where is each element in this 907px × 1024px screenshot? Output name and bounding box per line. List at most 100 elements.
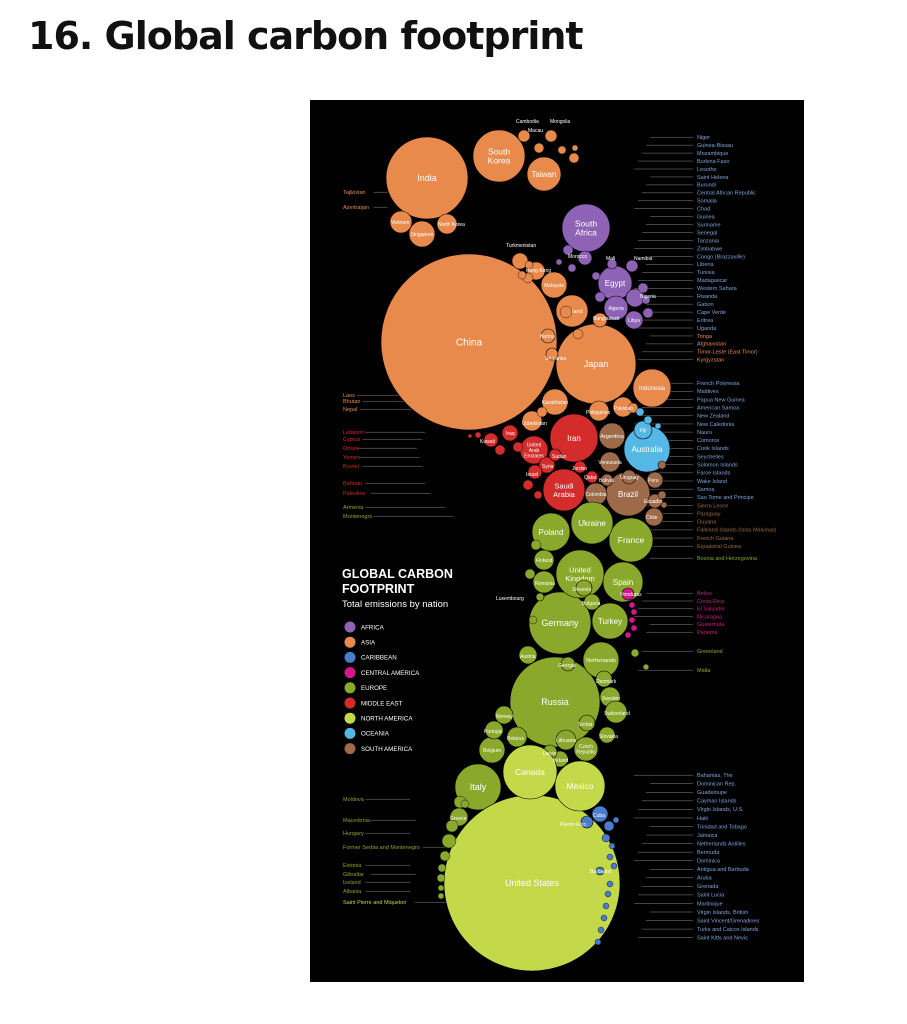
right-label-liberia: Liberia: [697, 262, 714, 268]
bubble-minor: [441, 833, 457, 849]
bubble-minor: [436, 873, 446, 883]
left-label-cyprus: Cyprus: [343, 437, 361, 443]
country-label-turkmenistan: Turkmenistan: [506, 243, 536, 249]
country-label-norway: Norway: [496, 714, 513, 720]
left-label-nepal: Nepal: [343, 407, 357, 413]
bubble-minor: [643, 415, 653, 425]
bubble-label-belgium: Belgium: [483, 748, 501, 754]
right-label-wake-island: Wake Island: [697, 479, 727, 485]
bubble-serbia: [578, 714, 596, 732]
bubble-argentina: [598, 422, 626, 450]
bubble-ecuador: [647, 493, 663, 509]
right-label-central-african-republic: Central African Republic: [697, 191, 756, 197]
right-label-bosnia-and-herzegovina: Bosnia and Herzegovina: [697, 556, 758, 562]
legend-label-caribbean: CARIBBEAN: [361, 655, 397, 662]
left-label-yemen: Yemen: [343, 455, 360, 461]
country-label-belarus: Belarus: [507, 736, 524, 742]
bubble-minor: [606, 880, 614, 888]
bubble-slovakia: [598, 726, 616, 744]
bubble-algeria: [603, 295, 629, 321]
country-label-nigeria: Nigeria: [640, 294, 656, 300]
page-title: 16. Global carbon footprint: [28, 14, 584, 58]
bubble-minor: [597, 926, 605, 934]
bubble-minor: [628, 616, 636, 624]
country-label-bangladesh: Bangladesh: [593, 316, 620, 322]
right-label-samoa: Samoa: [697, 487, 715, 493]
legend-swatch-europe: [344, 682, 356, 694]
bubble-minor: [524, 260, 534, 270]
bubble-label-south-korea: Korea: [488, 156, 511, 166]
country-label-switzerland: Switzerland: [604, 711, 630, 717]
country-label-bolivia: Bolivia: [599, 478, 614, 484]
right-label-western-sahara: Western Sahara: [697, 286, 738, 292]
infographic-title-line1: GLOBAL CARBON: [342, 567, 453, 581]
country-label-qatar: Qatar: [584, 475, 597, 481]
right-label-tunisia: Tunisia: [697, 270, 715, 276]
bubble-uzbekistan: [521, 410, 543, 432]
right-label-dominican-rep: Dominican Rep.: [697, 782, 737, 788]
bubble-label-indonesia: Indonesia: [639, 386, 666, 392]
bubble-minor: [624, 631, 632, 639]
bubble-minor: [528, 615, 538, 625]
bubble-label-egypt: Egypt: [605, 279, 626, 288]
right-label-haiti: Haiti: [697, 816, 708, 822]
bubble-north-korea: [436, 213, 458, 235]
country-label-ecuador: Ecuador: [644, 499, 663, 505]
country-label-barbados: Barbados: [590, 869, 612, 875]
bubble-poland: [531, 512, 571, 552]
right-label-turks-and-caicos-islands: Turks and Caicos Islands: [697, 927, 759, 933]
right-label-maldives: Maldives: [697, 389, 719, 395]
bubble-label-malaysia: Malaysia: [544, 283, 564, 289]
bubble-india: [385, 136, 469, 220]
infographic-panel: China India South Korea Taiwan Japan Indonesia…: [310, 100, 804, 982]
right-label-timor-leste-east-timor: Timor-Leste (East Timor): [697, 350, 758, 356]
bubble-minor: [608, 842, 616, 850]
bubble-minor: [567, 263, 577, 273]
bubble-minor: [517, 270, 527, 280]
bubble-slovenia: [575, 579, 593, 597]
right-label-martinique: Martinique: [697, 901, 723, 907]
bubble-burma: [540, 328, 556, 344]
right-label-paraguay: Paraguay: [697, 511, 721, 517]
left-label-azerbaijan: Azerbaijan: [343, 205, 369, 211]
country-label-chile: Chile: [646, 515, 658, 521]
bubble-minor: [601, 833, 611, 843]
bubble-singapore: [408, 220, 436, 248]
right-label-guinea-bissau: Guinea-Bissau: [697, 143, 733, 149]
bubble-switzerland: [604, 700, 628, 724]
right-label-grenada: Grenada: [697, 884, 719, 890]
legend-label-south-america: SOUTH AMERICA: [361, 746, 413, 753]
bubble-luxembourg: [535, 592, 545, 602]
bubble-indonesia: [632, 368, 672, 408]
bubble-sudan: [548, 448, 562, 462]
country-label-georgia: Georgia: [558, 663, 576, 669]
country-label-sri-lanka: Sri Lanka: [545, 356, 566, 362]
bubble-label-united-kingdom: Kingdom: [565, 574, 595, 583]
bubble-minor: [559, 305, 573, 319]
bubble-iran: [549, 413, 599, 463]
country-label-iraq: Iraq: [506, 431, 515, 437]
legend-swatch-oceania: [344, 727, 356, 739]
bubble-sri-lanka: [545, 347, 559, 361]
bubble-minor: [572, 328, 584, 340]
bubble-label-argentina: Argentina: [600, 434, 624, 440]
infographic-subtitle: Total emissions by nation: [342, 599, 448, 610]
bubble-morocco: [577, 250, 593, 266]
bubble-macau: [533, 142, 545, 154]
right-label-jamaica: Jamaica: [697, 833, 718, 839]
country-label-israel: Israel: [526, 472, 538, 478]
legend-label-africa: AFRICA: [361, 624, 385, 631]
bubble-label-china: China: [456, 338, 483, 349]
bubble-fiji: [633, 420, 653, 440]
left-label-former-serbia-and-montenegro: Former Serbia and Montenegro: [343, 845, 420, 851]
right-label-malta: Malta: [697, 668, 711, 674]
bubble-jordan: [573, 460, 587, 474]
right-label-mozambique: Mozambique: [697, 151, 729, 157]
country-label-macau: Macau: [528, 128, 543, 134]
right-label-uganda: Uganda: [697, 326, 717, 332]
country-label-morocco: Morocco: [568, 254, 587, 260]
right-label-niger: Niger: [697, 135, 710, 141]
right-label-madagascar: Madagascar: [697, 278, 727, 284]
country-label-bulgaria: Bulgaria: [582, 601, 601, 607]
bubble-honduras: [621, 587, 635, 601]
